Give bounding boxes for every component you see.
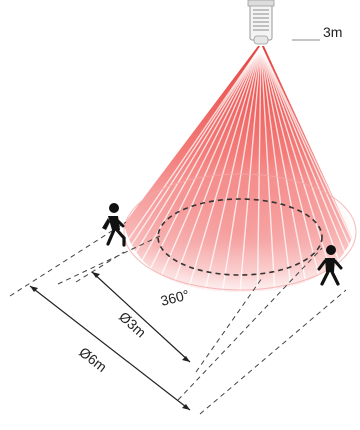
beam-ray [260,45,332,271]
beam-ray [260,45,307,283]
angle-label: 360° [159,286,191,309]
beam-ray [260,45,276,290]
beam-ray [260,45,292,287]
beam-ray [260,45,320,277]
beam-ray [260,45,341,264]
ceiling-sensor-icon [247,0,275,45]
inner-diameter-label: Ø3m [116,308,149,340]
beam-ray [128,45,262,249]
outer-coverage-ring [123,173,357,291]
inner-diameter-dimension [91,271,191,363]
beam-ray [260,45,352,249]
beam-ray [173,45,262,283]
outer-diameter-label: Ø6m [76,344,110,375]
walking-person-icon [102,203,126,247]
outer-diameter-dimension [29,285,191,411]
beam-ray [160,45,262,278]
beam-ray [188,45,262,287]
beam-ray [139,45,262,264]
height-label: 3m [323,24,342,40]
beam-ray [127,45,262,241]
beam-ray [204,45,262,290]
beam-ray [260,45,348,257]
beam-ray [260,45,353,241]
beam-ray [256,45,262,292]
beam-ray [148,45,262,271]
dimension-guides [9,221,347,415]
inner-coverage-ring [157,198,323,276]
beam-ray [132,45,262,257]
beam-ray [221,45,262,292]
beam-ray [239,45,262,293]
beam-rays [127,45,353,293]
walking-person-icon [317,245,343,286]
